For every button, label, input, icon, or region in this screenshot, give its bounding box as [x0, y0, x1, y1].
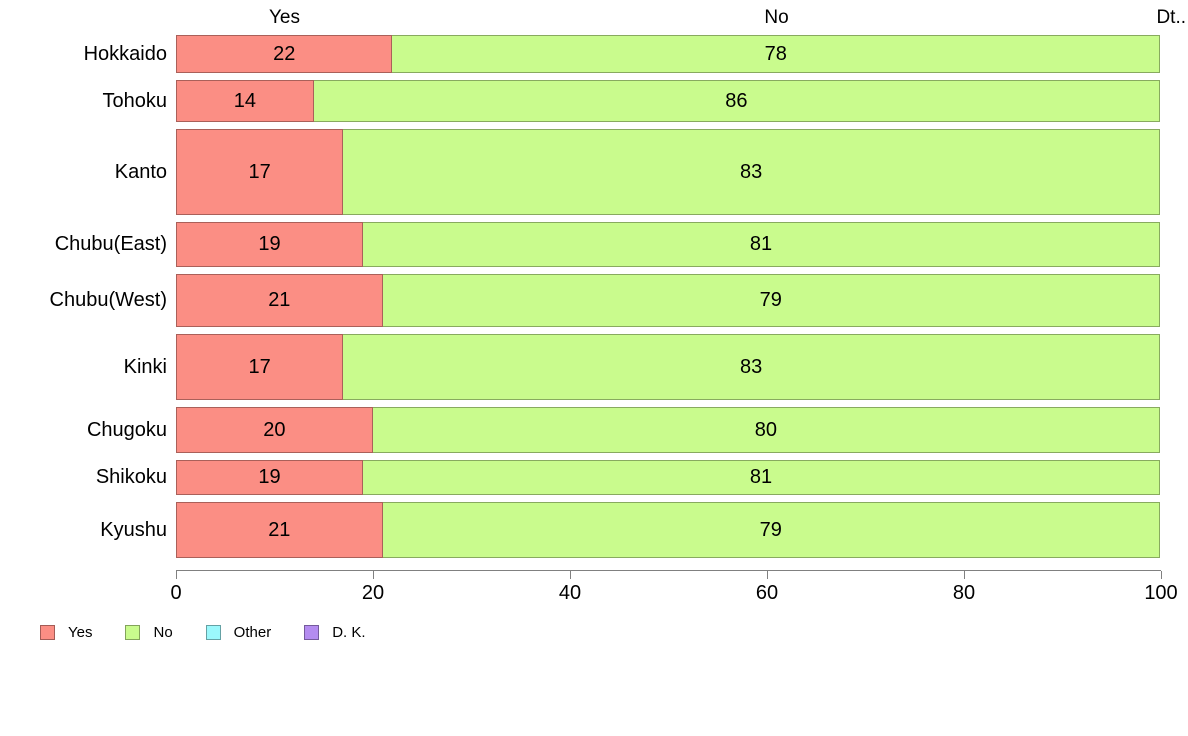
bar-row: Kyushu 21 79: [0, 502, 1160, 558]
bar-track: 14 86: [176, 80, 1160, 122]
bar-row: Chubu(East) 19 81: [0, 222, 1160, 267]
segment-value-label: 19: [258, 233, 281, 255]
bar-track: 17 83: [176, 334, 1160, 400]
row-label: Kyushu: [100, 518, 167, 541]
bar-segment-no[interactable]: 83: [343, 334, 1160, 400]
bar-track: 21 79: [176, 502, 1160, 558]
x-axis-tick: [1161, 571, 1162, 579]
x-axis-tick: [964, 571, 965, 579]
row-label: Chugoku: [86, 418, 167, 441]
bar-row: Shikoku 19 81: [0, 460, 1160, 495]
legend-item-no[interactable]: No: [125, 624, 173, 641]
bar-segment-no[interactable]: 81: [362, 460, 1160, 495]
bar-segment-yes[interactable]: 19: [176, 460, 363, 495]
legend-label: No: [153, 624, 173, 641]
segment-value-label: 83: [740, 355, 763, 378]
x-axis-tick: [767, 571, 768, 579]
row-label: Hokkaido: [83, 42, 167, 65]
segment-value-label: 83: [740, 160, 763, 183]
bar-track: 19 81: [176, 460, 1160, 495]
bar-segment-yes[interactable]: 19: [176, 222, 363, 267]
bar-row: Chugoku 20 80: [0, 407, 1160, 453]
bar-segment-yes[interactable]: 17: [176, 334, 344, 400]
bar-segment-no[interactable]: 78: [392, 35, 1160, 73]
segment-value-label: 19: [258, 466, 281, 488]
bar-segment-no[interactable]: 83: [343, 129, 1160, 215]
segment-value-label: 80: [754, 418, 778, 441]
x-axis-tick: [570, 571, 571, 579]
x-axis-tick-label: 0: [170, 582, 182, 604]
row-label: Chubu(West): [49, 289, 167, 311]
bar-track: 22 78: [176, 35, 1160, 73]
column-header-truncated: Dt..: [1156, 7, 1186, 28]
bar-track: 19 81: [176, 222, 1160, 267]
segment-value-label: 21: [268, 518, 291, 541]
bar-row: Tohoku 14 86: [0, 80, 1160, 122]
legend: Yes No Other D. K.: [40, 624, 366, 641]
x-axis-tick: [176, 571, 177, 579]
segment-value-label: 79: [759, 289, 782, 311]
legend-item-yes[interactable]: Yes: [40, 624, 92, 641]
legend-swatch: [40, 625, 55, 640]
legend-label: D. K.: [332, 624, 366, 641]
segment-value-label: 22: [273, 42, 296, 65]
legend-swatch: [125, 625, 141, 640]
bar-rows: Hokkaido 22 78 Tohoku 14 86 Kanto 17 83 Chubu(Eas…: [0, 35, 1160, 558]
legend-label: Other: [233, 624, 272, 641]
column-header-no: No: [764, 7, 789, 28]
row-label: Shikoku: [95, 466, 167, 488]
column-header-yes: Yes: [269, 7, 300, 28]
bar-segment-no[interactable]: 86: [313, 80, 1160, 122]
bar-row: Kanto 17 83: [0, 129, 1160, 215]
bar-segment-no[interactable]: 80: [372, 407, 1160, 453]
legend-item-dk[interactable]: D. K.: [304, 624, 366, 641]
x-axis-tick-label: 40: [558, 582, 582, 604]
segment-value-label: 14: [233, 89, 256, 112]
segment-value-label: 86: [725, 89, 748, 112]
bar-row: Hokkaido 22 78: [0, 35, 1160, 73]
segment-value-label: 17: [248, 160, 271, 183]
bar-segment-yes[interactable]: 21: [176, 274, 383, 327]
segment-value-label: 20: [263, 418, 286, 441]
legend-label: Yes: [68, 624, 93, 641]
x-axis-tick-label: 60: [755, 582, 779, 604]
segment-value-label: 17: [248, 355, 271, 378]
x-axis-tick-label: 20: [361, 582, 385, 604]
segment-value-label: 21: [268, 289, 291, 311]
bar-row: Kinki 17 83: [0, 334, 1160, 400]
segment-value-label: 78: [764, 42, 787, 65]
segment-value-label: 81: [749, 466, 773, 488]
bar-segment-yes[interactable]: 21: [176, 502, 383, 558]
segment-value-label: 79: [759, 518, 782, 541]
bar-segment-yes[interactable]: 14: [176, 80, 314, 122]
x-axis-tick-label: 100: [1144, 582, 1178, 604]
row-label: Kanto: [114, 160, 167, 183]
bar-track: 17 83: [176, 129, 1160, 215]
legend-item-other[interactable]: Other: [205, 624, 272, 641]
bar-segment-yes[interactable]: 17: [176, 129, 344, 215]
bar-track: 21 79: [176, 274, 1160, 327]
legend-swatch: [304, 625, 320, 640]
bar-track: 20 80: [176, 407, 1160, 453]
bar-segment-yes[interactable]: 22: [176, 35, 393, 73]
row-label: Chubu(East): [54, 233, 167, 255]
legend-swatch: [205, 625, 221, 640]
x-axis: 0 20 40 60 80 100: [170, 570, 1178, 604]
segment-value-label: 81: [749, 233, 773, 255]
row-label: Kinki: [123, 355, 167, 378]
bar-segment-no[interactable]: 79: [382, 274, 1160, 327]
bar-segment-no[interactable]: 81: [362, 222, 1160, 267]
x-axis-tick: [373, 571, 374, 579]
bar-segment-yes[interactable]: 20: [176, 407, 373, 453]
x-axis-tick-label: 80: [952, 582, 976, 604]
bar-row: Chubu(West) 21 79: [0, 274, 1160, 327]
bar-segment-no[interactable]: 79: [382, 502, 1160, 558]
row-label: Tohoku: [102, 89, 168, 112]
